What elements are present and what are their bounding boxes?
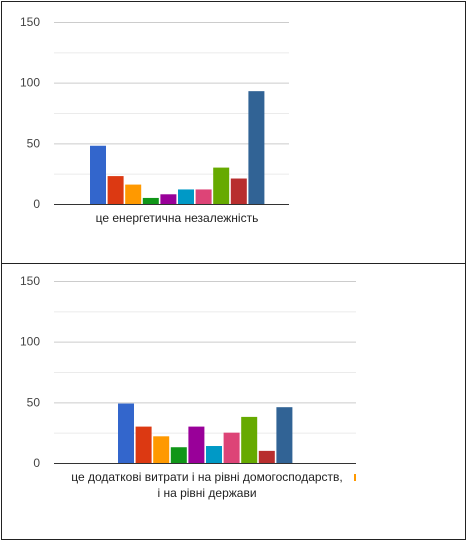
bar-series-5	[160, 194, 177, 204]
y-tick-label: 100	[20, 76, 40, 90]
category-label: і на рівні держави	[157, 486, 256, 500]
bar-series-6	[206, 446, 222, 463]
y-tick-label: 150	[20, 15, 40, 29]
bar-series-9	[258, 450, 275, 463]
bar-series-9	[230, 178, 247, 204]
bar-series-4	[170, 447, 187, 463]
bar-series-1	[90, 145, 106, 204]
bar-series-2	[135, 426, 152, 463]
category-label: це енергетична незалежність	[96, 211, 259, 225]
bar-series-10	[276, 407, 293, 463]
bar-series-1	[118, 403, 134, 463]
bar-series-7	[223, 432, 240, 463]
bar-series-7	[195, 189, 212, 204]
bar-series-3	[125, 184, 142, 204]
bar-series-6	[178, 189, 194, 204]
bar-series-8	[241, 416, 258, 463]
minor-gridlines	[54, 311, 356, 434]
bar-chart-1: 0 50 100 150 це енергетична незалежність	[20, 15, 289, 225]
bar-series-8	[213, 167, 230, 204]
clipped-next-category-mark	[354, 474, 356, 481]
bar-series-3	[153, 436, 170, 463]
chart-panel-2: 0 50 100 150 це додаткові витрати і на рівні…	[1, 263, 466, 540]
bar-series-10	[248, 91, 265, 204]
y-tick-label: 0	[33, 197, 40, 211]
bar-series-2	[107, 176, 124, 204]
y-tick-label: 0	[33, 456, 40, 470]
chart-panel-1: 0 50 100 150 це енергетична незалежність	[1, 1, 466, 263]
y-tick-label: 100	[20, 335, 40, 349]
bar-series-5	[188, 426, 205, 463]
category-label: це додаткові витрати і на рівні домогосп…	[71, 470, 343, 484]
y-tick-label: 50	[27, 136, 41, 150]
bar-chart-2: 0 50 100 150 це додаткові витрати і на рівні…	[20, 274, 356, 500]
y-tick-label: 150	[20, 274, 40, 288]
y-tick-label: 50	[27, 395, 41, 409]
bar-series-4	[142, 197, 159, 204]
